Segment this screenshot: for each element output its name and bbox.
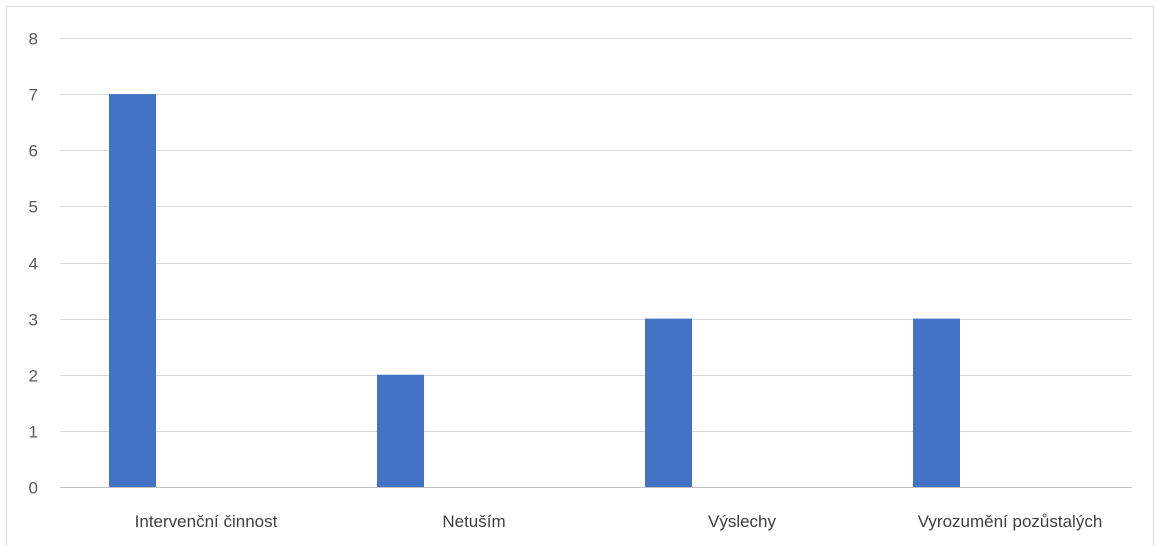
y-tick-label: 6 [29, 142, 38, 161]
y-tick-label: 7 [29, 86, 38, 105]
y-tick-label: 0 [29, 479, 38, 498]
bar [377, 374, 424, 487]
gridlines [60, 38, 1132, 432]
x-category-label: Výslechy [708, 512, 777, 531]
bar [645, 318, 692, 487]
y-tick-label: 1 [29, 423, 38, 442]
chart-frame [6, 6, 1154, 546]
y-tick-label: 2 [29, 367, 38, 386]
x-category-label: Intervenční činnost [135, 512, 278, 531]
bar [109, 94, 156, 487]
y-tick-label: 3 [29, 311, 38, 330]
bars [109, 94, 960, 487]
bar [913, 318, 960, 487]
x-category-label: Vyrozumění pozůstalých [918, 512, 1103, 531]
x-category-label: Netuším [442, 512, 505, 531]
y-tick-label: 4 [29, 255, 38, 274]
x-axis-category-labels: Intervenční činnost Netuším Výslechy Vyrozu… [135, 512, 1103, 531]
y-axis-tick-labels: 0 1 2 3 4 5 6 7 8 [29, 30, 38, 498]
y-tick-label: 8 [29, 30, 38, 49]
y-tick-label: 5 [29, 198, 38, 217]
